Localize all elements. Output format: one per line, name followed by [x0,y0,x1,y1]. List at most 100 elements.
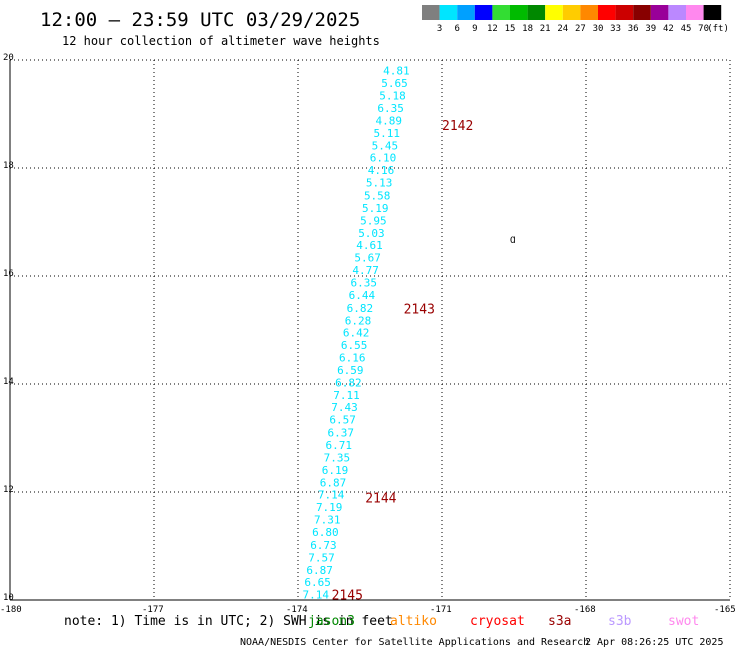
pass-time-label: 2145 [332,589,363,604]
mission-label: swot [668,614,699,629]
colorbar-swatch [633,5,651,20]
wave-height-point: 6.87 [306,564,333,577]
wave-height-point: 6.35 [351,276,378,289]
wave-height-point: 5.65 [381,77,408,90]
mission-legend: jason3 altiko cryosat s3a s3b swot [308,614,699,629]
x-tick-label: -174 [286,605,308,615]
footer-timestamp: 2 Apr 08:26:25 UTC 2025 [585,637,723,648]
wave-height-point: 7.11 [333,389,360,402]
y-tick-label: 18 [3,161,14,171]
colorbar-label: 6 [454,24,459,34]
pass-time-label: 2142 [442,119,473,134]
x-tick-label: -165 [714,605,736,615]
y-axis-ticks: 10 12 14 16 18 20 [3,53,14,603]
colorbar-swatch [615,5,634,20]
wave-height-point: 5.03 [358,227,385,240]
wave-height-point: 7.43 [331,401,358,414]
colorbar-label: 24 [557,24,568,34]
wave-height-point: 5.45 [372,139,399,152]
wave-height-point: 6.82 [335,376,362,389]
wave-height-point: 4.16 [368,164,395,177]
wave-height-points: 7.146.656.877.576.736.807.317.197.146.87… [303,64,410,601]
colorbar-swatch [545,5,563,20]
colorbar-label: 70 [698,24,709,34]
chart-title: 12:00 – 23:59 UTC 03/29/2025 [40,9,360,31]
wave-height-point: 7.19 [316,501,343,514]
colorbar-swatch [562,5,581,20]
colorbar-label: 9 [472,24,477,34]
colorbar-label: 45 [681,24,692,34]
colorbar-label: 33 [610,24,621,34]
wave-height-point: 6.16 [339,352,366,365]
y-tick-label: 16 [3,269,14,279]
wave-height-point: 6.57 [329,414,356,427]
wave-height-point: 6.80 [312,526,339,539]
wave-height-point: 7.31 [314,514,341,527]
colorbar-label: 15 [505,24,516,34]
colorbar-swatch [686,5,704,20]
colorbar-swatch [492,5,510,20]
wave-height-point: 6.44 [349,289,376,302]
wave-height-point: 5.58 [364,190,391,203]
colorbar-label: 21 [540,24,551,34]
wave-height-point: 4.77 [352,264,379,277]
mission-label: s3a [548,614,571,629]
mission-label: s3b [608,614,632,629]
wave-height-point: 7.35 [324,451,351,464]
wave-height-point: 5.11 [374,127,401,140]
grid-lines [10,59,731,600]
mission-label: jason3 [308,614,355,629]
wave-height-point: 4.89 [375,114,402,127]
pass-time-labels: 2145 2144 2143 2142 [332,119,474,604]
wave-height-point: 7.57 [308,551,335,564]
wave-height-point: 6.35 [377,102,404,115]
colorbar-swatch [598,5,616,20]
wave-height-point: 5.19 [362,202,389,215]
y-tick-label: 10 [3,593,14,603]
x-tick-label: -171 [430,605,452,615]
colorbar-swatch [527,5,546,20]
wave-height-point: 5.13 [366,177,393,190]
colorbar-swatch [580,5,598,20]
x-tick-label: -168 [574,605,596,615]
small-marker-icon: Ɑ [510,236,515,246]
wave-height-point: 5.67 [354,252,381,265]
wave-height-point: 6.37 [327,427,354,440]
wave-height-point: 6.42 [343,327,370,340]
colorbar-label: 18 [522,24,533,34]
pass-time-label: 2144 [365,491,396,506]
footer-credit: NOAA/NESDIS Center for Satellite Applica… [240,637,589,648]
wave-height-point: 7.14 [318,489,345,502]
wave-height-point: 6.59 [337,364,364,377]
wave-height-point: 6.10 [370,152,397,165]
mission-label: altiko [390,614,437,629]
y-tick-label: 14 [3,377,14,387]
colorbar-swatch [422,5,440,20]
pass-time-label: 2143 [404,302,435,317]
colorbar-label: 39 [645,24,656,34]
wave-height-point: 6.65 [304,576,331,589]
colorbar-label: 30 [593,24,604,34]
wave-height-point: 6.73 [310,539,337,552]
wave-height-point: 6.82 [347,302,374,315]
y-tick-label: 20 [3,53,14,63]
x-tick-label: -177 [142,605,164,615]
wave-height-point: 6.87 [320,476,347,489]
wave-height-point: 4.61 [356,239,383,252]
colorbar-label: 3 [437,24,442,34]
x-tick-label: -180 [0,605,22,615]
wave-height-point: 5.18 [379,90,406,103]
colorbar-swatch [439,5,458,20]
colorbar-label: 36 [628,24,639,34]
colorbar-swatch [668,5,686,20]
wave-height-point: 6.55 [341,339,368,352]
wave-height-point: 5.95 [360,214,387,227]
colorbar-swatch [457,5,475,20]
wave-height-point: 4.81 [383,64,410,77]
color-legend: 3 6 9 12 15 18 21 24 27 30 33 36 39 42 45 70(ft) [422,5,729,34]
wave-height-point: 6.19 [322,464,349,477]
mission-label: cryosat [470,614,525,629]
wave-height-point: 7.14 [303,589,330,602]
footer-note: note: 1) Time is in UTC; 2) SWH is in fe… [64,614,393,629]
